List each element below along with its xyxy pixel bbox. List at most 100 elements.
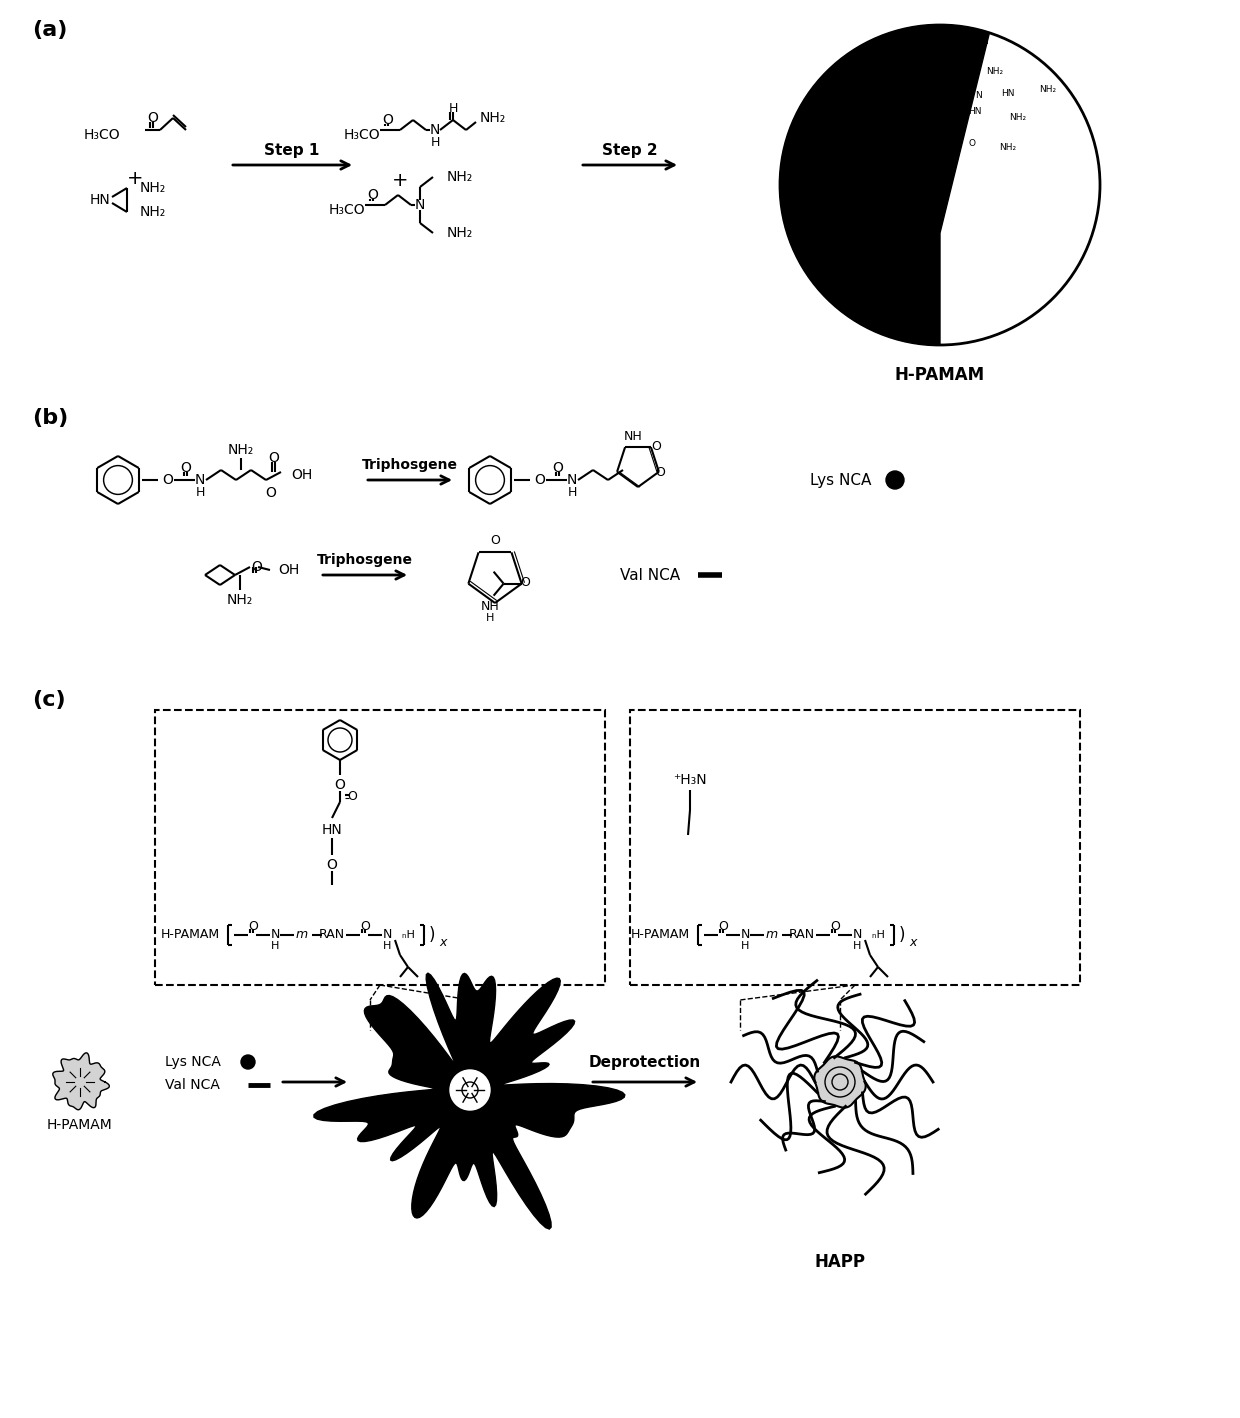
Text: HN: HN — [321, 822, 342, 837]
Text: O: O — [326, 858, 337, 872]
Text: O: O — [360, 920, 370, 933]
Polygon shape — [53, 1052, 109, 1110]
Text: O: O — [655, 467, 665, 479]
Text: ): ) — [899, 926, 905, 944]
Text: H: H — [869, 145, 875, 153]
Text: NH₂: NH₂ — [987, 68, 1003, 77]
Text: ⁺H₃N: ⁺H₃N — [673, 773, 707, 787]
Text: N: N — [844, 88, 852, 96]
Polygon shape — [780, 26, 990, 345]
Text: NH₂: NH₂ — [140, 182, 166, 196]
Text: NH₂: NH₂ — [1009, 113, 1027, 122]
Text: O: O — [162, 474, 174, 486]
Text: NH₂: NH₂ — [140, 206, 166, 218]
Text: x: x — [909, 936, 916, 950]
Text: H: H — [449, 102, 458, 115]
Text: H₂N: H₂N — [810, 170, 827, 180]
Text: H-PAMAM: H-PAMAM — [160, 929, 219, 942]
Text: ~~~: ~~~ — [899, 37, 921, 47]
Text: HN: HN — [841, 166, 854, 174]
Text: OH: OH — [291, 468, 312, 482]
Polygon shape — [815, 1056, 866, 1107]
Text: Step 1: Step 1 — [264, 142, 320, 157]
Text: H₃CO: H₃CO — [329, 203, 365, 217]
Text: O: O — [925, 68, 931, 77]
Text: HN: HN — [89, 193, 110, 207]
Circle shape — [241, 1055, 255, 1069]
Text: N: N — [195, 474, 205, 486]
Text: HN: HN — [1001, 88, 1014, 98]
Text: Lys NCA: Lys NCA — [165, 1055, 221, 1069]
Text: H₂N: H₂N — [800, 143, 817, 153]
Text: H: H — [568, 486, 577, 499]
Text: N: N — [935, 143, 941, 153]
Text: N: N — [975, 91, 981, 99]
Text: NH₂: NH₂ — [480, 111, 506, 125]
Text: NH: NH — [624, 431, 642, 444]
Text: NH₂: NH₂ — [999, 143, 1017, 153]
Text: O: O — [490, 533, 500, 546]
Text: N: N — [905, 217, 911, 227]
Text: HN: HN — [836, 139, 848, 149]
Text: O: O — [248, 920, 258, 933]
Text: N: N — [982, 37, 988, 47]
Text: Lys NCA: Lys NCA — [810, 472, 872, 488]
Text: HN: HN — [875, 92, 889, 102]
Text: m: m — [296, 929, 308, 942]
Text: H: H — [196, 486, 205, 499]
Text: O: O — [830, 920, 839, 933]
Text: H: H — [486, 613, 495, 623]
Text: O: O — [347, 790, 357, 804]
Text: +: + — [392, 170, 408, 190]
Text: O: O — [968, 139, 976, 149]
Text: O: O — [367, 189, 378, 201]
Text: N: N — [415, 199, 425, 213]
Text: Val NCA: Val NCA — [165, 1078, 219, 1092]
Text: O: O — [864, 111, 872, 119]
Text: H-PAMAM: H-PAMAM — [895, 366, 985, 384]
Text: H: H — [270, 942, 279, 951]
Circle shape — [887, 471, 904, 489]
Text: N: N — [941, 91, 949, 99]
Text: H₂N: H₂N — [934, 113, 951, 122]
Text: Triphosgene: Triphosgene — [317, 553, 413, 567]
Text: O: O — [383, 113, 393, 128]
Text: N: N — [270, 929, 280, 942]
Text: x: x — [439, 936, 446, 950]
Text: NH₂: NH₂ — [446, 170, 474, 184]
Text: ₙH: ₙH — [866, 930, 885, 940]
Text: HN: HN — [968, 108, 982, 116]
Text: H-PAMAM: H-PAMAM — [47, 1117, 113, 1132]
Polygon shape — [314, 973, 625, 1229]
Text: N: N — [815, 94, 821, 102]
Text: O: O — [553, 461, 563, 475]
Text: H: H — [909, 92, 915, 102]
Text: Val NCA: Val NCA — [620, 567, 680, 583]
Text: NH: NH — [481, 600, 500, 614]
Text: HN: HN — [826, 112, 838, 122]
Text: O: O — [252, 560, 263, 574]
Bar — [630, 710, 1080, 986]
Text: HN: HN — [848, 64, 862, 72]
Text: N: N — [382, 929, 392, 942]
Text: H₃CO: H₃CO — [343, 128, 379, 142]
Text: O: O — [181, 461, 191, 475]
Text: Step 2: Step 2 — [603, 142, 657, 157]
Text: HAPP: HAPP — [815, 1254, 866, 1271]
Text: O: O — [265, 486, 277, 501]
Text: H-PAMAM: H-PAMAM — [630, 929, 689, 942]
Text: HN: HN — [875, 170, 889, 180]
Text: RAN: RAN — [319, 929, 345, 942]
Text: H: H — [740, 942, 749, 951]
Text: N: N — [430, 123, 440, 138]
Text: H: H — [383, 942, 391, 951]
Bar — [155, 710, 605, 986]
Text: Deprotection: Deprotection — [589, 1055, 701, 1069]
Text: O: O — [945, 170, 951, 180]
Text: O: O — [894, 115, 901, 125]
Text: NH₂: NH₂ — [936, 34, 954, 43]
Text: H: H — [853, 942, 862, 951]
Text: HN: HN — [898, 139, 911, 149]
Text: (c): (c) — [32, 691, 66, 710]
Text: OH: OH — [278, 563, 299, 577]
